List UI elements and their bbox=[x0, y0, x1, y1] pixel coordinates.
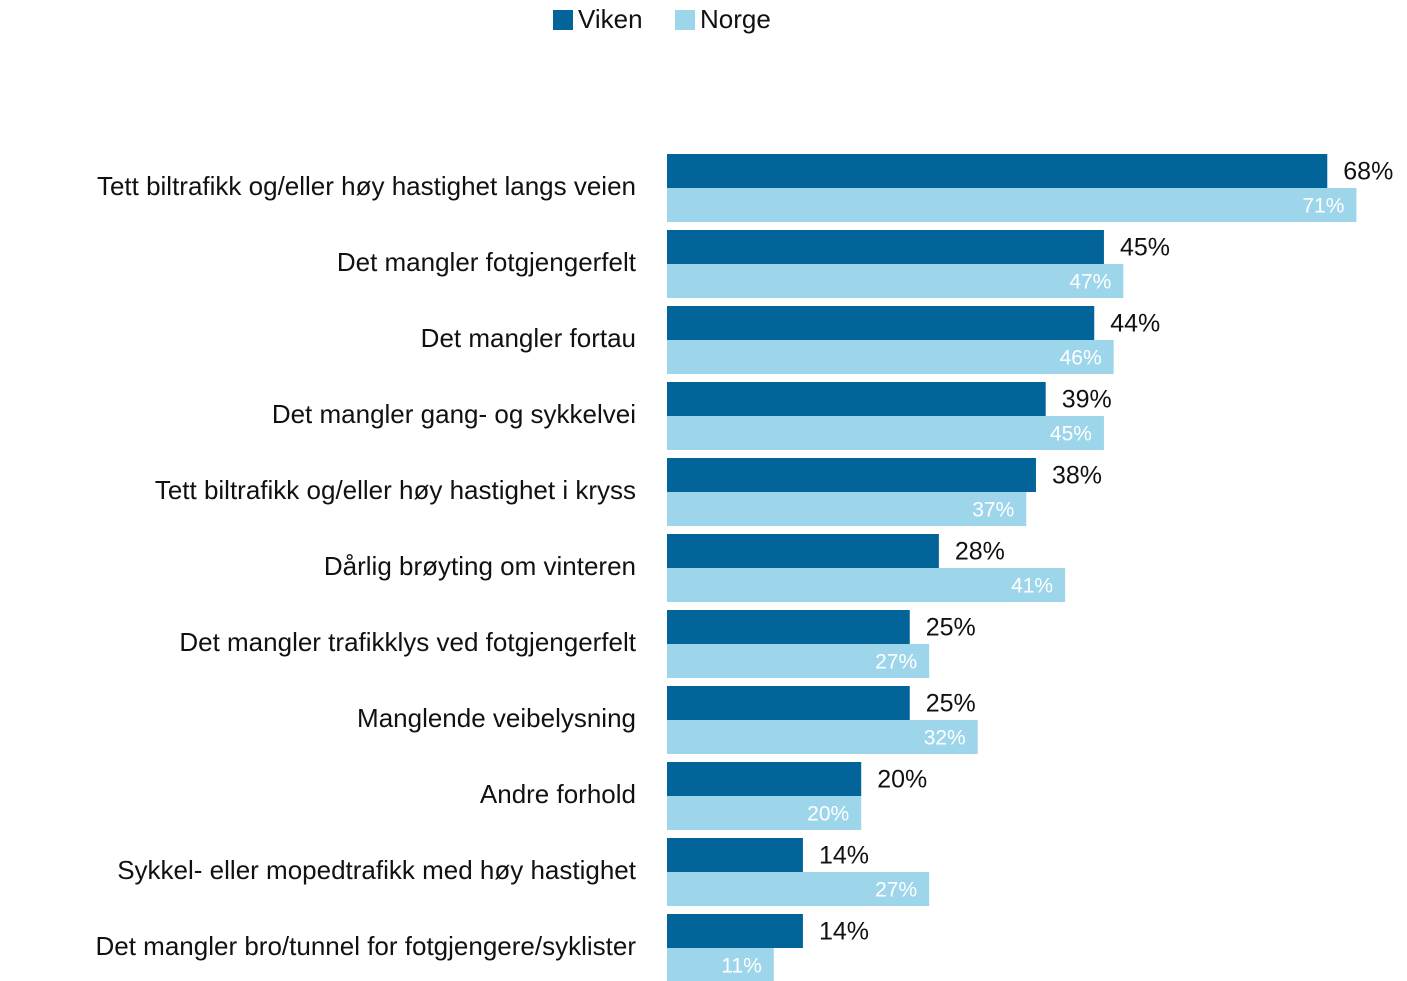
value-label: 27% bbox=[875, 651, 917, 674]
bar bbox=[667, 686, 910, 720]
category-label: Det mangler fotgjengerfelt bbox=[337, 247, 637, 277]
bar bbox=[667, 382, 1046, 416]
value-label: 25% bbox=[926, 690, 976, 718]
bar bbox=[667, 838, 803, 872]
bar bbox=[667, 230, 1104, 264]
legend-swatch bbox=[553, 10, 573, 30]
value-label: 47% bbox=[1069, 271, 1111, 294]
value-label: 39% bbox=[1062, 386, 1112, 414]
bar bbox=[667, 610, 910, 644]
category-label: Tett biltrafikk og/eller høy hastighet i… bbox=[155, 475, 636, 505]
value-label: 14% bbox=[819, 918, 869, 946]
bar bbox=[667, 720, 978, 754]
value-label: 41% bbox=[1011, 575, 1053, 598]
value-label: 20% bbox=[877, 766, 927, 794]
category-label: Det mangler bro/tunnel for fotgjengere/s… bbox=[96, 931, 637, 961]
category-label: Det mangler fortau bbox=[421, 323, 636, 353]
value-label: 11% bbox=[721, 955, 761, 978]
bar bbox=[667, 458, 1036, 492]
legend-label: Norge bbox=[700, 4, 771, 34]
category-label: Det mangler gang- og sykkelvei bbox=[272, 399, 636, 429]
bar bbox=[667, 188, 1357, 222]
bar bbox=[667, 644, 930, 678]
bar bbox=[667, 568, 1066, 602]
value-label: 28% bbox=[955, 538, 1005, 566]
category-label: Sykkel- eller mopedtrafikk med høy hasti… bbox=[117, 855, 637, 885]
value-label: 32% bbox=[924, 727, 966, 750]
value-label: 27% bbox=[875, 879, 917, 902]
value-label: 37% bbox=[972, 499, 1014, 522]
value-label: 46% bbox=[1060, 347, 1102, 370]
bar bbox=[667, 872, 930, 906]
bar bbox=[667, 914, 803, 948]
category-label: Tett biltrafikk og/eller høy hastighet l… bbox=[97, 171, 636, 201]
value-label: 25% bbox=[926, 614, 976, 642]
legend-swatch bbox=[675, 10, 695, 30]
bar bbox=[667, 534, 939, 568]
value-label: 14% bbox=[819, 842, 869, 870]
category-label: Manglende veibelysning bbox=[357, 703, 636, 733]
bar bbox=[667, 762, 862, 796]
value-label: 68% bbox=[1343, 158, 1393, 186]
bar bbox=[667, 416, 1104, 450]
bar bbox=[667, 948, 774, 981]
bar bbox=[667, 306, 1095, 340]
legend-label: Viken bbox=[578, 4, 643, 34]
bar bbox=[667, 264, 1124, 298]
category-label: Andre forhold bbox=[480, 779, 636, 809]
value-label: 38% bbox=[1052, 462, 1102, 490]
value-label: 20% bbox=[807, 803, 849, 826]
value-label: 71% bbox=[1302, 195, 1344, 218]
bar bbox=[667, 492, 1027, 526]
value-label: 45% bbox=[1050, 423, 1092, 446]
bar bbox=[667, 340, 1114, 374]
bar bbox=[667, 796, 862, 830]
category-label: Dårlig brøyting om vinteren bbox=[324, 551, 636, 581]
category-label: Det mangler trafikklys ved fotgjengerfel… bbox=[179, 627, 636, 657]
value-label: 44% bbox=[1110, 310, 1160, 338]
value-label: 45% bbox=[1120, 234, 1170, 262]
bar bbox=[667, 154, 1328, 188]
